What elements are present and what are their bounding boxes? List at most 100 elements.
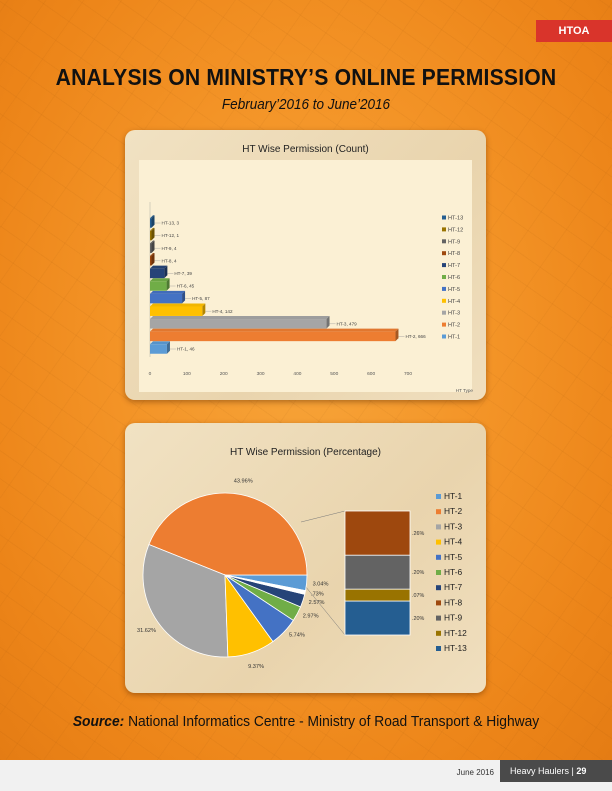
pie-legend-label: HT-3 [444,521,462,531]
pie-data-label: 9.37% [248,664,264,670]
bar-top-face [150,303,206,307]
bar-ht-12 [150,230,152,241]
source-text: National Informatics Centre - Ministry o… [128,713,540,730]
pie-slice-other [224,574,306,595]
page-subtitle: February’2016 to June’2016 [221,96,391,113]
bar-x-tick-label: 600 [367,371,375,377]
bar-ht-3 [150,319,327,329]
pie-secondary-ht-12 [344,588,411,602]
bar-legend-swatch [442,334,446,339]
pie-connector-bottom [300,580,346,636]
bar-x-tick-label: 300 [257,371,265,377]
pie-legend-label: HT-7 [444,582,462,592]
bar-top-face [150,328,399,332]
bar-legend-swatch [442,251,446,256]
bar-axis-title: HT Type [456,388,474,393]
pie-data-label: 5.74% [289,633,305,639]
pie-legend-swatch [436,630,441,636]
pie-chart-card: HT Wise Permission (Percentage) 3.04% 43.… [125,423,486,693]
bar-legend-label: HT-8 [448,251,460,257]
bar-data-label: HT-9, 4 [162,246,178,251]
bar-side-face [151,215,155,228]
pie-data-label: 31.62% [137,628,156,634]
bar-side-face [202,303,206,316]
bar-side-face [166,278,170,291]
bar-legend-swatch [442,263,446,268]
pie-secondary-label: .26% [412,531,424,537]
bar-legend-label: HT-4 [448,299,460,305]
page-title: ANALYSIS ON MINISTRY’S ONLINE PERMISSION [55,64,557,90]
bar-legend-swatch [442,286,446,291]
pie-legend-label: HT-13 [444,643,467,653]
bar-legend-swatch [442,215,446,220]
bar-top-face [150,341,170,345]
pie-legend-label: HT-9 [444,613,462,623]
pie-chart-title: HT Wise Permission (Percentage) [230,447,381,458]
pie-chart: 3.04% 43.96% 31.62% 9.37% 5.74% 2.97% 2.57% .73… [137,479,467,670]
bar-ht-9 [150,243,152,253]
pie-secondary-label: .20% [412,570,424,576]
footer-brand: Heavy Haulers | 29 [500,760,612,782]
bar-side-face [151,240,155,253]
pie-legend-swatch [436,524,441,530]
pie-legend-label: HT-4 [444,537,462,547]
bar-side-face [164,265,168,279]
bar-legend-label: HT-5 [448,287,460,293]
pie-legend-label: HT-6 [444,567,462,577]
bar-x-tick-label: 0 [149,371,152,377]
bar-side-face [326,316,330,329]
pie-legend-swatch [436,494,441,499]
source-line: Source: National Informatics Centre - Mi… [24,713,587,730]
bar-ht-8 [150,256,152,266]
footer-brand-name: Heavy Haulers [510,766,570,776]
bar-legend-swatch [442,275,446,279]
bar-top-face [150,265,168,269]
pie-data-label: .73% [311,591,324,597]
pie-slice-ht-3 [142,544,229,658]
bar-legend-swatch [442,227,446,232]
pie-legend-swatch [436,646,441,651]
pie-legend-swatch [436,570,441,575]
bar-ht-7 [150,268,165,279]
bar-data-label: HT-5, 87 [192,296,210,301]
pie-legend-swatch [436,554,441,560]
footer-month: June 2016 [456,768,494,777]
bar-legend-label: HT-1 [448,335,460,341]
footer: June 2016 Heavy Haulers | 29 [0,760,612,791]
pie-legend-swatch [436,615,441,621]
pie-legend-label: HT-1 [444,491,462,501]
bar-x-tick-label: 100 [183,371,191,377]
bar-side-face [166,341,170,354]
footer-separator: | [571,766,574,776]
bar-legend-swatch [442,322,446,327]
bar-ht-2 [150,331,396,342]
bar-chart-plot-area [139,160,472,392]
bar-chart: HT-1, 46 HT-2, 666 HT-3, 479 HT-4, 142 HT-5,… [149,202,474,393]
bar-x-tick-label: 400 [293,371,301,377]
bar-top-face [150,227,155,231]
pie-secondary-label: .20% [412,616,424,622]
bar-top-face [150,290,186,294]
bar-data-label: HT-3, 479 [337,321,358,326]
bar-x-tick-label: 200 [220,371,228,377]
bar-legend-swatch [442,310,446,315]
bar-data-label: HT-6, 45 [177,284,195,289]
pie-secondary-label: .07% [412,593,424,599]
bar-data-label: HT-13, 3 [162,221,180,226]
bar-x-tick-label: 700 [404,371,412,377]
pie-secondary-ht-8 [344,510,411,556]
bar-ht-5 [150,293,183,304]
source-label: Source: [72,713,125,730]
bar-chart-title: HT Wise Permission (Count) [242,144,369,155]
bar-legend-label: HT-12 [448,227,463,233]
bar-chart-card: HT Wise Permission (Count) HT-1, 46 HT-2,… [125,130,486,400]
bar-top-face [150,215,155,219]
pie-legend-label: HT-8 [444,597,462,607]
bar-data-label: HT-4, 142 [212,309,233,314]
bar-data-label: HT-12, 1 [162,233,180,238]
bar-legend-label: HT-7 [448,263,460,269]
page-background: HTOA ANALYSIS ON MINISTRY’S ONLINE PERMI… [0,0,612,760]
bar-legend-label: HT-9 [448,239,460,245]
pie-connector-top [300,510,346,523]
bar-legend-swatch [442,298,446,303]
